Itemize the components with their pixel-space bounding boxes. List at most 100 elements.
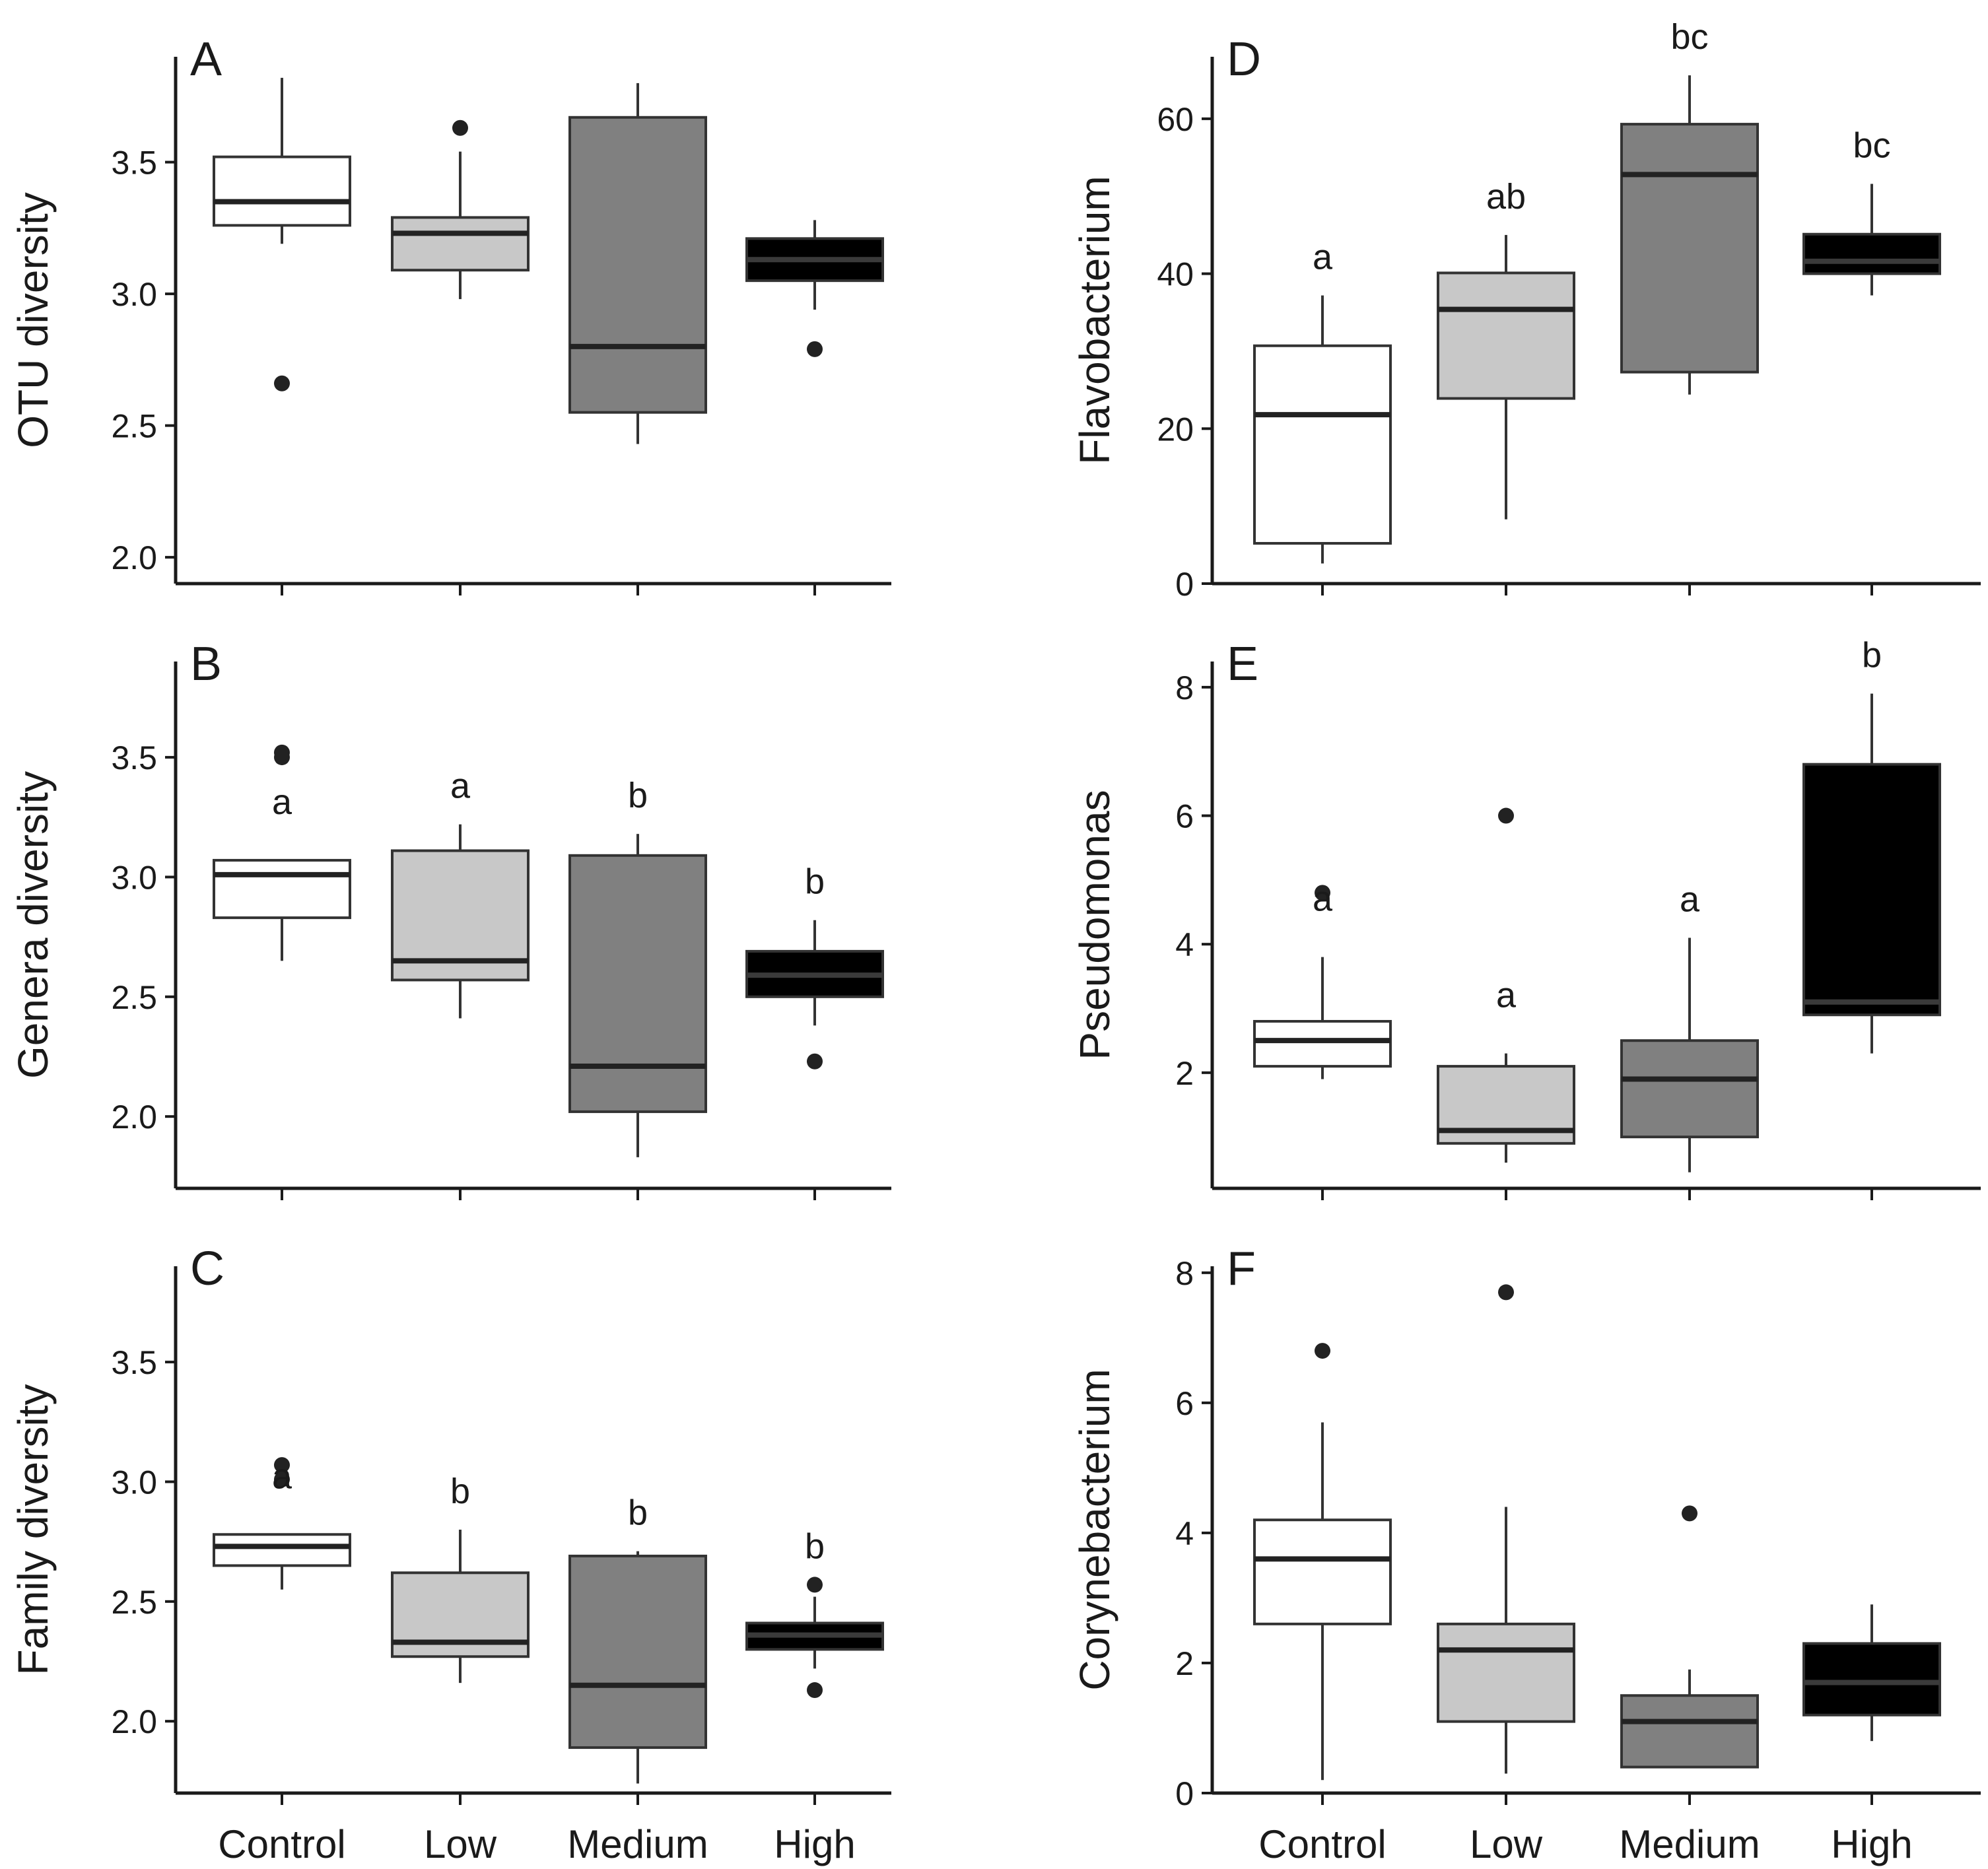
y-tick-label: 2.0 [111, 1099, 157, 1136]
outlier-point [274, 1471, 290, 1487]
iqr-box [1620, 1039, 1759, 1139]
iqr-box [1253, 344, 1392, 545]
iqr-box [1253, 1019, 1392, 1068]
box-low [391, 119, 530, 300]
box-medium: a [1620, 879, 1759, 1172]
iqr-box [1437, 1622, 1575, 1723]
x-category-label: Low [424, 1822, 497, 1866]
box-medium: b [568, 776, 707, 1157]
y-tick-label: 2 [1175, 1645, 1194, 1682]
y-tick-label: 2.5 [111, 1584, 157, 1621]
significance-letter: ab [1486, 177, 1526, 217]
box-low [1437, 1284, 1575, 1774]
box-control [213, 77, 351, 391]
y-tick-label: 6 [1175, 1385, 1194, 1422]
iqr-box [213, 1533, 351, 1567]
outlier-point [807, 341, 823, 357]
x-category-label: Control [218, 1822, 345, 1866]
iqr-box [1620, 1694, 1759, 1769]
y-axis-title: Genera diversity [9, 771, 57, 1079]
box-control: a [1253, 879, 1392, 1079]
box-medium: bc [1620, 17, 1759, 395]
iqr-box [568, 1554, 707, 1750]
outlier-point [1498, 1284, 1514, 1301]
significance-letter: b [628, 776, 648, 815]
y-tick-label: 3.5 [111, 145, 157, 182]
iqr-box [213, 859, 351, 920]
iqr-box [568, 116, 707, 414]
box-low: a [391, 766, 530, 1019]
box-medium: b [568, 1493, 707, 1784]
box-high: b [745, 862, 884, 1070]
box-control: a [1253, 237, 1392, 564]
iqr-box [1802, 232, 1941, 275]
y-tick-label: 20 [1157, 411, 1194, 448]
iqr-box [568, 854, 707, 1113]
y-tick-label: 3.5 [111, 739, 157, 776]
outlier-point [274, 744, 290, 761]
y-tick-label: 3.5 [111, 1344, 157, 1381]
panel-c: 2.0 2.5 3.0 3.5 Family diversity Ca b b b Control… [9, 1242, 891, 1866]
outlier-point [1315, 1343, 1330, 1359]
box-low: b [391, 1472, 530, 1683]
panel-b: 2.0 2.5 3.0 3.5 Genera diversity Ba a b b [9, 638, 891, 1200]
outlier-point [274, 1457, 290, 1474]
y-axis-title: Flavobacterium [1071, 176, 1118, 465]
significance-letter: a [1313, 879, 1333, 919]
outlier-point [274, 375, 290, 391]
outlier-point [807, 1682, 823, 1699]
iqr-box [1253, 1518, 1392, 1625]
box-control: a [213, 1456, 351, 1590]
y-tick-label: 60 [1157, 101, 1194, 138]
x-category-label: Control [1258, 1822, 1386, 1866]
significance-letter: a [1313, 237, 1333, 277]
iqr-box [1802, 763, 1941, 1017]
iqr-box [391, 216, 530, 272]
outlier-point [807, 1577, 823, 1593]
y-axis-title: OTU diversity [9, 192, 57, 448]
panel-letter: C [190, 1242, 224, 1295]
panel-a: 2.0 2.5 3.0 3.5 OTU diversity A [9, 33, 891, 595]
y-tick-label: 8 [1175, 1255, 1194, 1292]
y-tick-label: 2.0 [111, 1703, 157, 1740]
y-tick-label: 4 [1175, 1515, 1194, 1552]
iqr-box [1620, 123, 1759, 374]
x-category-label: Medium [1619, 1822, 1760, 1866]
significance-letter: a [450, 766, 471, 806]
box-high [1802, 1604, 1941, 1742]
panel-e: 2 4 6 8 Pseudomonas Ea a a b [1071, 636, 1981, 1200]
y-tick-label: 40 [1157, 256, 1194, 293]
x-category-label: Low [1470, 1822, 1543, 1866]
box-medium [1620, 1505, 1759, 1769]
box-high [745, 220, 884, 357]
y-tick-label: 2 [1175, 1055, 1194, 1092]
x-category-label: High [774, 1822, 855, 1866]
box-high: b [1802, 636, 1941, 1054]
panel-letter: F [1227, 1242, 1256, 1295]
outlier-point [807, 1053, 823, 1070]
panel-letter: E [1227, 638, 1258, 691]
box-control: a [213, 744, 351, 961]
y-tick-label: 3.0 [111, 1464, 157, 1501]
x-category-label: High [1831, 1822, 1912, 1866]
y-tick-label: 3.0 [111, 276, 157, 313]
box-control [1253, 1343, 1392, 1781]
box-high: b [745, 1526, 884, 1699]
panel-d: 0 20 40 60 Flavobacterium Da ab bc bc [1071, 17, 1981, 603]
iqr-box [213, 155, 351, 227]
y-axis-title: Corynebacterium [1071, 1369, 1118, 1690]
x-category-label: Medium [567, 1822, 708, 1866]
outlier-point [452, 119, 468, 136]
box-high: bc [1802, 125, 1941, 296]
panel-f: 0 2 4 6 8 Corynebacterium F Control Low Medium Hig… [1071, 1242, 1981, 1866]
significance-letter: bc [1670, 17, 1708, 57]
outlier-point [1498, 807, 1514, 824]
significance-letter: b [805, 1526, 825, 1566]
iqr-box [1802, 1642, 1941, 1716]
outlier-point [1315, 885, 1330, 901]
significance-letter: a [272, 782, 292, 822]
box-low: ab [1437, 177, 1575, 520]
significance-letter: b [1862, 636, 1882, 675]
significance-letter: a [1680, 879, 1700, 919]
